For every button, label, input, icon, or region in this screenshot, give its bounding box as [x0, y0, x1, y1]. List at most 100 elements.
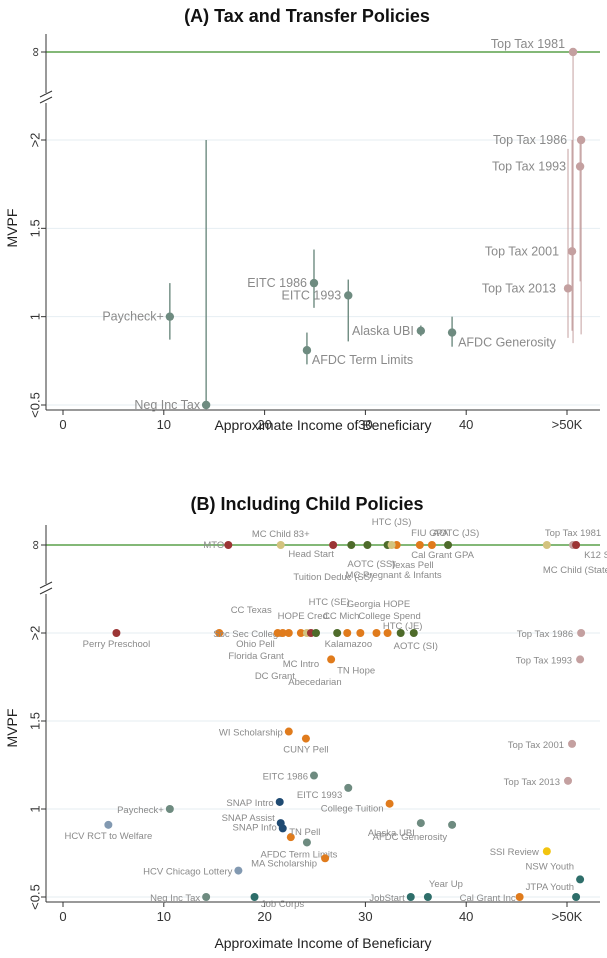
point-label-paycheck: Paycheck+: [102, 310, 164, 324]
point-afdc-generosity: [448, 820, 457, 829]
point-cc-mich: [343, 629, 352, 637]
point-label-kalamazoo: Kalamazoo: [325, 639, 373, 650]
point-label-neg-inc-tax: Neg Inc Tax: [134, 398, 201, 412]
point-aotc-ss: [363, 541, 372, 549]
panel-a-ylabel: MVPF: [4, 209, 20, 248]
point-label-cc-texas: CC Texas: [231, 605, 272, 616]
point-label-hcv-rct-to-welfare: HCV RCT to Welfare: [64, 831, 152, 842]
point-label-college-spend: College Spend: [358, 611, 420, 622]
point-label-paycheck: Paycheck+: [117, 805, 164, 816]
y-tick-label: ∞: [27, 47, 42, 56]
y-tick-label: 1.5: [27, 219, 42, 237]
point-top-tax-1986: [576, 135, 586, 145]
point-label-top-tax-2001: Top Tax 2001: [508, 740, 564, 751]
point-snap-info: [278, 824, 287, 833]
point-label-ma-scholarship: MA Scholarship: [251, 858, 317, 869]
point-college-spend: [383, 629, 392, 637]
panel-b-xlabel: Approximate Income of Beneficiary: [214, 935, 431, 951]
point-top-tax-2013: [564, 776, 573, 785]
point-label-afdc-term-limits: AFDC Term Limits: [260, 849, 337, 860]
point-label-abecedarian: Abecedarian: [288, 677, 341, 688]
x-tick-label: 40: [459, 417, 473, 432]
point-label-cuny-pell: CUNY Pell: [283, 745, 328, 756]
point-label-perry-preschool: Perry Preschool: [83, 639, 151, 650]
point-label-mto: MTO: [203, 540, 224, 551]
x-tick-label: 0: [59, 417, 66, 432]
point-georgia-hope: [372, 629, 381, 637]
point-label-hcv-chicago-lottery: HCV Chicago Lottery: [143, 867, 232, 878]
x-tick-label: 0: [59, 909, 66, 924]
y-tick-label: 1.5: [27, 712, 42, 730]
point-top-tax-1993: [575, 162, 585, 171]
point-kalamazoo: [356, 629, 365, 637]
point-label-alaska-ubi: Alaska UBI: [368, 828, 415, 839]
point-label-afdc-generosity: AFDC Generosity: [373, 832, 448, 843]
point-label-top-tax-2013: Top Tax 2013: [504, 777, 560, 788]
point-label-top-tax-2001: Top Tax 2001: [485, 244, 559, 258]
point-label-texas-pell: Texas Pell: [390, 560, 433, 571]
point-cal-grant-gpa: [427, 541, 436, 549]
point-label-htc-je: HTC (JE): [383, 621, 423, 632]
point-wi-scholarship: [284, 727, 293, 736]
point-label-neg-inc-tax: Neg Inc Tax: [150, 893, 200, 904]
point-label-mc-child-state-exp: MC Child (State Exp): [543, 565, 607, 576]
point-afdc-generosity: [447, 328, 457, 337]
y-tick-label: <0.5: [27, 392, 42, 418]
point-htc-se: [333, 629, 342, 637]
point-eitc-1993: [344, 783, 353, 792]
point-label-jobstart: JobStart: [369, 893, 405, 904]
point-mc-child-state-exp: [542, 541, 551, 549]
point-label-alaska-ubi: Alaska UBI: [352, 324, 414, 338]
point-label-mc-child-83: MC Child 83+: [252, 529, 310, 540]
x-tick-label: 10: [157, 417, 171, 432]
point-tn-hope: [327, 655, 336, 664]
point-eitc-1986: [309, 771, 318, 780]
point-top-tax-1993: [576, 655, 585, 664]
point-label-hope-cred: HOPE Cred.: [278, 611, 331, 622]
point-soc-sec-college: [215, 629, 224, 637]
point-label-snap-info: SNAP Info: [233, 822, 277, 833]
point-label-fiu-gpa: FIU GPA: [411, 528, 449, 539]
point-hcv-rct-to-welfare: [104, 820, 113, 829]
axis-break-mark: [39, 581, 53, 589]
point-top-tax-2001: [567, 247, 577, 256]
axis-break-mark: [39, 587, 53, 595]
point-label-dc-grant: DC Grant: [255, 671, 295, 682]
point-label-georgia-hope: Georgia HOPE: [347, 599, 410, 610]
panel-a-xlabel: Approximate Income of Beneficiary: [214, 417, 431, 433]
point-label-cc-mich: CC Mich: [323, 611, 359, 622]
panel-a-plot: ∞ >2 1.5 1 <0.5 0 10 20 30 40 >50K Paycheck+ Neg Inc…: [27, 34, 600, 432]
point-label-eitc-1993: EITC 1993: [281, 288, 341, 302]
point-jobstart: [406, 893, 415, 901]
point-alaska-ubi: [416, 326, 426, 335]
point-label-top-tax-2013: Top Tax 2013: [482, 281, 556, 295]
point-cuny-pell: [301, 734, 310, 743]
point-label-nsw-youth: NSW Youth: [526, 861, 575, 872]
y-tick-label: <0.5: [27, 884, 42, 910]
point-mc-pregnant-infants: [387, 541, 396, 549]
point-snap-intro: [275, 797, 284, 806]
axis-break-gap: [39, 93, 53, 103]
point-label-eitc-1986: EITC 1986: [263, 772, 308, 783]
point-label-head-start: Head Start: [288, 549, 334, 560]
point-label-aotc-js: AOTC (JS): [433, 528, 479, 539]
point-hope-cred: [312, 629, 321, 637]
point-afdc-term-limits: [302, 838, 311, 847]
point-top-tax-2001: [568, 739, 577, 748]
point-ma-scholarship: [321, 854, 330, 863]
x-tick-label: 20: [257, 417, 271, 432]
y-tick-label: 1: [27, 313, 42, 320]
point-k12-spend: [572, 541, 581, 549]
point-label-cal-grant-inc: Cal Grant Inc: [460, 893, 516, 904]
panel-a-title: (A) Tax and Transfer Policies: [184, 6, 430, 26]
point-ohio-pell: [278, 629, 287, 637]
point-label-cal-grant-gpa: Cal Grant GPA: [411, 550, 474, 561]
point-label-top-tax-1986: Top Tax 1986: [517, 629, 573, 640]
point-label-top-tax-1981: Top Tax 1981: [545, 528, 601, 539]
y-tick-label: >2: [27, 626, 42, 641]
point-nsw-youth: [576, 875, 585, 884]
point-label-k12-spend: K12 Spend: [584, 550, 607, 561]
point-mto: [224, 541, 233, 549]
panel-b-ylabel: MVPF: [4, 709, 20, 748]
